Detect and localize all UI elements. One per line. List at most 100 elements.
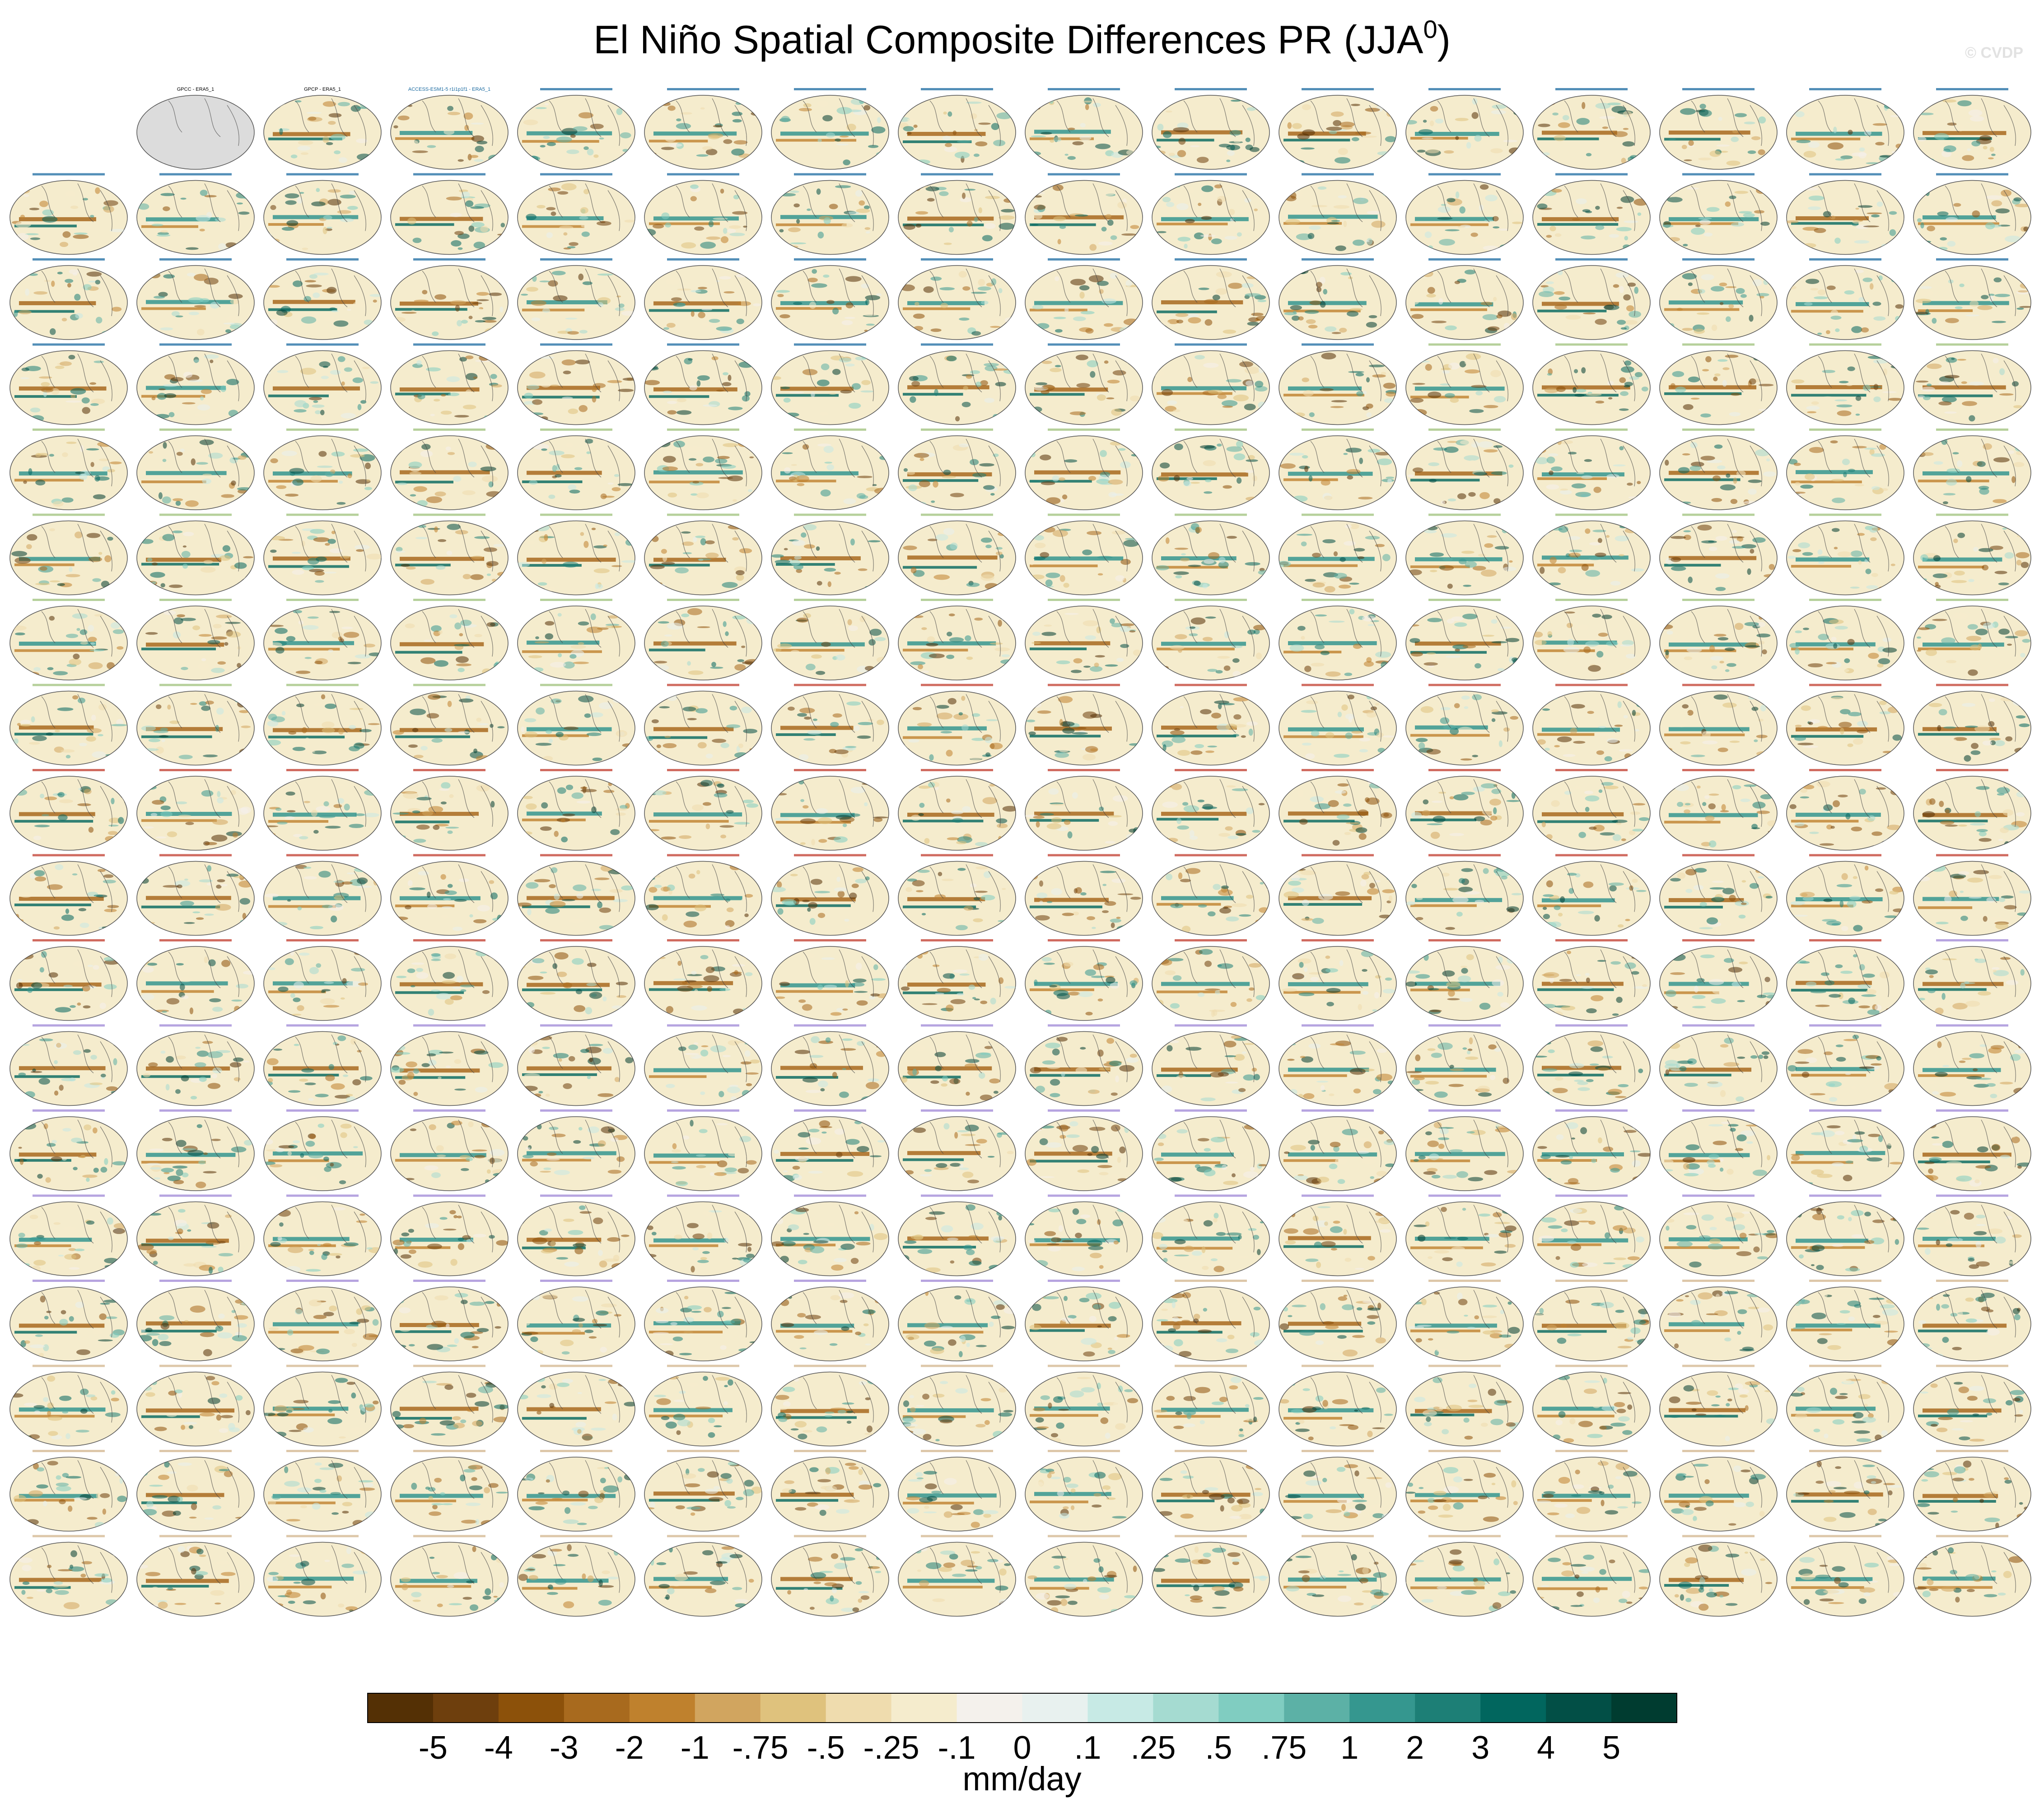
panel-title-bar	[159, 599, 232, 601]
panel-title-bar	[794, 599, 866, 601]
panel-title-bar	[1302, 1450, 1374, 1452]
model-panel	[1405, 513, 1524, 596]
panel-title-bar	[1175, 343, 1247, 346]
panel-title-bar	[1175, 1535, 1247, 1537]
panel-title-bar	[1048, 173, 1120, 176]
panel-title-bar	[794, 173, 866, 176]
panel-title-bar	[1936, 513, 2008, 516]
colorbar-tick-label: .25	[1130, 1730, 1176, 1766]
model-panel	[644, 429, 762, 510]
panel-title-bar	[1809, 88, 1881, 90]
model-panel	[9, 939, 128, 1021]
model-panel	[1659, 854, 1778, 936]
panel-title-bar	[413, 1450, 485, 1452]
panel-title-bar	[33, 684, 105, 686]
panel-title-bar	[794, 258, 866, 261]
panel-title-bar	[33, 429, 105, 431]
panel-title-bar	[540, 769, 612, 771]
panel-title-bar	[33, 939, 105, 941]
model-panel	[898, 599, 1016, 680]
panel-title-bar	[1302, 854, 1374, 857]
panel-title-bar	[1175, 1194, 1247, 1197]
model-panel	[1279, 1535, 1397, 1617]
watermark: © CVDP	[1965, 44, 2023, 61]
model-panel	[644, 1280, 762, 1361]
colorbar-tick-label: -1	[681, 1730, 709, 1766]
panel-title-bar	[1809, 1109, 1881, 1112]
panel-title-bar	[794, 1365, 866, 1367]
colorbar-tick-label: .75	[1261, 1730, 1307, 1766]
panel-title-bar	[794, 684, 866, 686]
model-panel	[1659, 684, 1778, 766]
model-panel	[898, 854, 1016, 936]
panel-title-bar	[1809, 1194, 1881, 1197]
panel-title-bar	[159, 1024, 232, 1027]
colorbar-swatch	[826, 1693, 892, 1723]
panel-title-bar	[1048, 684, 1120, 686]
model-panel	[1152, 769, 1270, 851]
model-panel	[1279, 173, 1397, 255]
panel-title-bar	[1936, 1450, 2008, 1452]
model-panel	[1405, 1535, 1524, 1617]
colorbar-swatch	[564, 1693, 630, 1723]
panel-title-bar	[1428, 1280, 1501, 1282]
model-panel	[1279, 854, 1397, 936]
model-panel	[1279, 1109, 1397, 1191]
panel-title-bar	[159, 1450, 232, 1452]
panel-title-bar	[1048, 1280, 1120, 1282]
panel-title-bar	[794, 1024, 866, 1027]
model-panel	[1279, 1194, 1397, 1276]
panel-title-bar	[1936, 343, 2008, 346]
colorbar-tick-labels: -5 -4 -3 -2 -1 -.75 -.5 -.25 -.1 0 .1 .25 .5 .75 1 2 3 4 5	[419, 1730, 1620, 1766]
panel-title-bar	[540, 1280, 612, 1282]
model-panel	[1405, 343, 1524, 425]
panel-title-bar	[413, 258, 485, 261]
model-panel	[1659, 1365, 1778, 1447]
model-panel	[1279, 1450, 1397, 1532]
panel-title-bar	[540, 1194, 612, 1197]
panel-title-bar	[1428, 1194, 1501, 1197]
model-panel	[136, 513, 255, 596]
model-panel	[263, 513, 382, 596]
panel-title-bar	[1682, 1450, 1755, 1452]
model-panel	[1279, 769, 1397, 851]
model-panel	[1025, 939, 1143, 1021]
model-panel	[1786, 939, 1904, 1021]
panel-title-bar	[1682, 1365, 1755, 1367]
model-panel	[517, 684, 635, 766]
panel-title-bar	[540, 1024, 612, 1027]
panel-title-bar	[1682, 684, 1755, 686]
panel-title-bar	[159, 939, 232, 941]
model-panel	[390, 769, 509, 851]
panel-title-bar	[1555, 769, 1628, 771]
panel-title-bar	[1936, 769, 2008, 771]
model-panel	[263, 1280, 382, 1361]
model-panel	[1532, 599, 1651, 680]
panel-title-bar	[1555, 258, 1628, 261]
panel-title-bar	[1302, 1535, 1374, 1537]
model-panel	[898, 88, 1016, 170]
panel-title-bar	[921, 513, 993, 516]
colorbar-swatch	[433, 1693, 499, 1723]
model-panel	[517, 1365, 635, 1447]
panel-title-bar	[921, 343, 993, 346]
panel-title-bar	[1428, 343, 1501, 346]
panel-title-bar	[794, 343, 866, 346]
panel-title-bar	[33, 1024, 105, 1027]
model-panel	[9, 429, 128, 510]
panel-title-bar	[413, 1024, 485, 1027]
model-panel	[1025, 1194, 1143, 1276]
panel-title-bar	[1175, 854, 1247, 857]
model-panel	[517, 769, 635, 851]
model-panel	[1659, 1024, 1778, 1106]
panel-title-bar	[1175, 258, 1247, 261]
panel-title-bar	[33, 1194, 105, 1197]
panel-title-bar	[33, 599, 105, 601]
panel-title-bar	[1682, 769, 1755, 771]
model-panel	[1025, 343, 1143, 425]
panel-title-bar	[921, 769, 993, 771]
model-panel	[136, 1365, 255, 1447]
model-panel	[771, 1365, 889, 1447]
panel-title-bar	[667, 513, 739, 516]
